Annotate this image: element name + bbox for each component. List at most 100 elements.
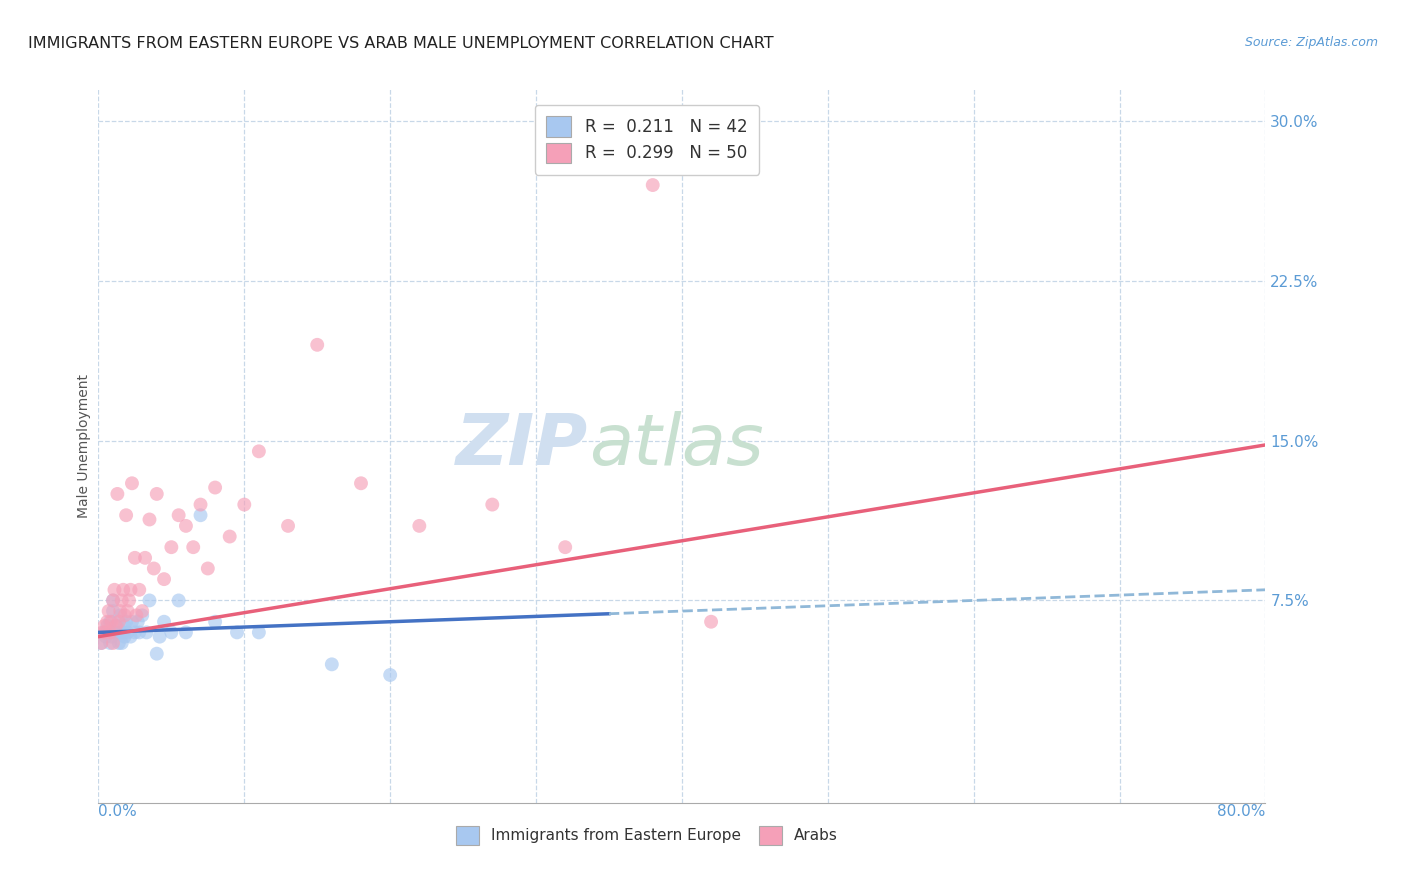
Point: [108, 636, 131, 650]
Point: [321, 657, 343, 672]
Point: [128, 582, 150, 597]
Point: [167, 593, 190, 607]
Point: [138, 512, 160, 526]
Point: [104, 619, 127, 633]
Point: [98, 615, 121, 629]
Point: [131, 608, 153, 623]
Point: [97, 604, 120, 618]
Point: [350, 476, 373, 491]
Point: [226, 625, 249, 640]
Point: [98, 636, 121, 650]
Point: [110, 625, 132, 640]
Point: [554, 540, 576, 554]
Point: [111, 636, 134, 650]
Point: [149, 630, 172, 644]
Text: ZIP: ZIP: [457, 411, 589, 481]
Point: [121, 615, 143, 629]
Point: [197, 561, 219, 575]
Point: [101, 604, 124, 618]
Point: [108, 615, 131, 629]
Point: [204, 615, 226, 629]
Point: [115, 508, 138, 523]
Point: [100, 615, 122, 629]
Point: [190, 498, 212, 512]
Point: [120, 630, 142, 644]
Point: [118, 593, 141, 607]
Point: [117, 625, 139, 640]
Point: [112, 582, 135, 597]
Point: [233, 498, 256, 512]
Point: [247, 444, 270, 458]
Point: [218, 529, 240, 543]
Point: [110, 608, 132, 623]
Point: [160, 540, 183, 554]
Point: [121, 476, 143, 491]
Point: [93, 619, 115, 633]
Text: 0.0%: 0.0%: [98, 804, 138, 819]
Text: 80.0%: 80.0%: [1218, 804, 1265, 819]
Point: [94, 625, 117, 640]
Point: [117, 604, 139, 618]
Point: [97, 625, 120, 640]
Legend: Immigrants from Eastern Europe, Arabs: Immigrants from Eastern Europe, Arabs: [449, 818, 846, 852]
Point: [101, 636, 124, 650]
Point: [160, 625, 183, 640]
Point: [104, 625, 127, 640]
Point: [167, 508, 190, 523]
Point: [105, 487, 128, 501]
Point: [124, 550, 146, 565]
Point: [307, 338, 329, 352]
Y-axis label: Male Unemployment: Male Unemployment: [77, 374, 91, 518]
Text: atlas: atlas: [589, 411, 763, 481]
Point: [96, 619, 118, 633]
Point: [481, 498, 503, 512]
Point: [94, 630, 117, 644]
Point: [101, 625, 124, 640]
Point: [96, 615, 118, 629]
Point: [174, 519, 197, 533]
Point: [101, 593, 124, 607]
Point: [190, 508, 212, 523]
Point: [90, 636, 112, 650]
Point: [181, 540, 204, 554]
Point: [90, 636, 112, 650]
Point: [247, 625, 270, 640]
Point: [110, 604, 132, 618]
Point: [138, 593, 160, 607]
Text: IMMIGRANTS FROM EASTERN EUROPE VS ARAB MALE UNEMPLOYMENT CORRELATION CHART: IMMIGRANTS FROM EASTERN EUROPE VS ARAB M…: [28, 36, 773, 51]
Point: [111, 593, 134, 607]
Point: [112, 625, 135, 640]
Point: [124, 625, 146, 640]
Point: [100, 630, 122, 644]
Point: [380, 668, 402, 682]
Point: [135, 625, 157, 640]
Point: [153, 572, 176, 586]
Text: Source: ZipAtlas.com: Source: ZipAtlas.com: [1244, 36, 1378, 49]
Point: [641, 178, 664, 192]
Point: [277, 519, 299, 533]
Point: [98, 625, 121, 640]
Point: [114, 619, 136, 633]
Point: [408, 519, 430, 533]
Point: [103, 582, 125, 597]
Point: [127, 615, 149, 629]
Point: [125, 608, 148, 623]
Point: [93, 625, 115, 640]
Point: [120, 582, 142, 597]
Point: [114, 630, 136, 644]
Point: [700, 615, 723, 629]
Point: [105, 619, 128, 633]
Point: [146, 487, 169, 501]
Point: [115, 615, 138, 629]
Point: [153, 615, 176, 629]
Point: [101, 593, 124, 607]
Point: [134, 550, 156, 565]
Point: [142, 561, 165, 575]
Point: [128, 625, 150, 640]
Point: [114, 608, 136, 623]
Point: [131, 604, 153, 618]
Point: [174, 625, 197, 640]
Point: [204, 481, 226, 495]
Point: [146, 647, 169, 661]
Point: [91, 625, 114, 640]
